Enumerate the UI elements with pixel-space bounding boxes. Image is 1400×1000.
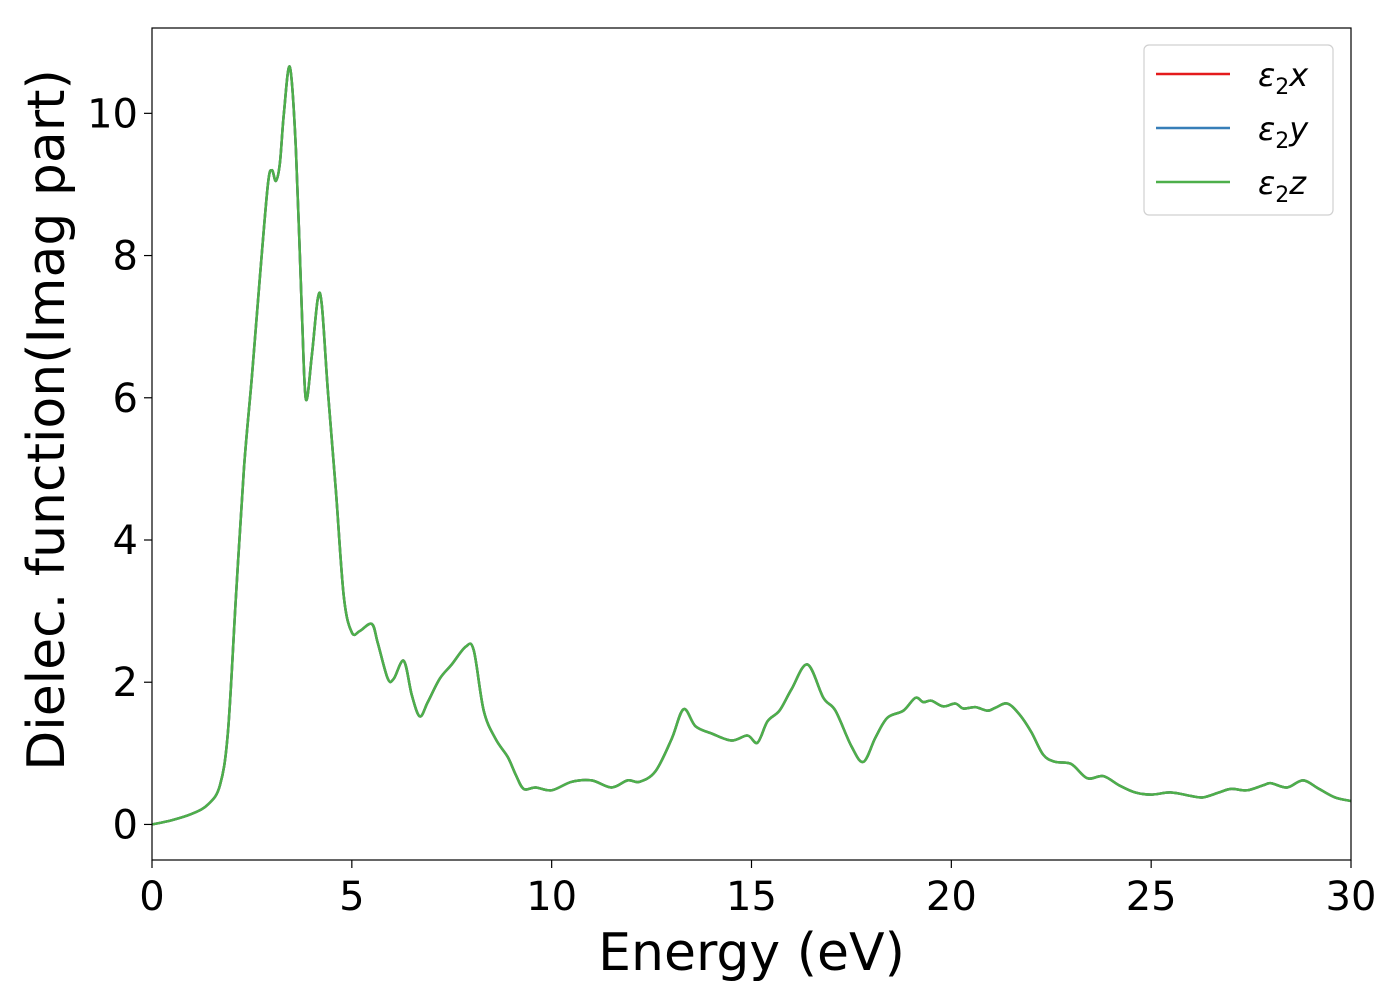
x-axis-label: Energy (eV) — [598, 923, 905, 983]
legend-label: ε2x — [1258, 56, 1309, 100]
legend-label: ε2z — [1258, 164, 1307, 208]
y-axis-ticks: 0 2 4 6 8 10 — [87, 91, 152, 848]
x-tick-label: 20 — [926, 874, 977, 920]
x-axis-ticks: 0 5 10 15 20 25 30 — [139, 860, 1376, 920]
series-layer — [151, 65, 1352, 826]
x-tick-label: 0 — [139, 874, 164, 920]
y-axis-label: Dielec. function(Imag part) — [17, 69, 77, 771]
x-tick-label: 10 — [526, 874, 577, 920]
y-tick-label: 2 — [113, 660, 138, 706]
x-tick-label: 30 — [1326, 874, 1377, 920]
y-tick-label: 6 — [113, 376, 138, 422]
y-tick-label: 8 — [113, 234, 138, 280]
legend-box — [1143, 44, 1334, 216]
y-tick-label: 10 — [87, 91, 138, 137]
legend-label: ε2y — [1258, 110, 1309, 154]
legend: ε2x ε2y ε2z — [1143, 44, 1334, 216]
x-tick-label: 25 — [1126, 874, 1177, 920]
y-tick-label: 0 — [113, 802, 138, 848]
series-line-z — [151, 65, 1352, 826]
x-tick-label: 5 — [339, 874, 364, 920]
y-tick-label: 4 — [113, 518, 138, 564]
x-tick-label: 15 — [726, 874, 777, 920]
